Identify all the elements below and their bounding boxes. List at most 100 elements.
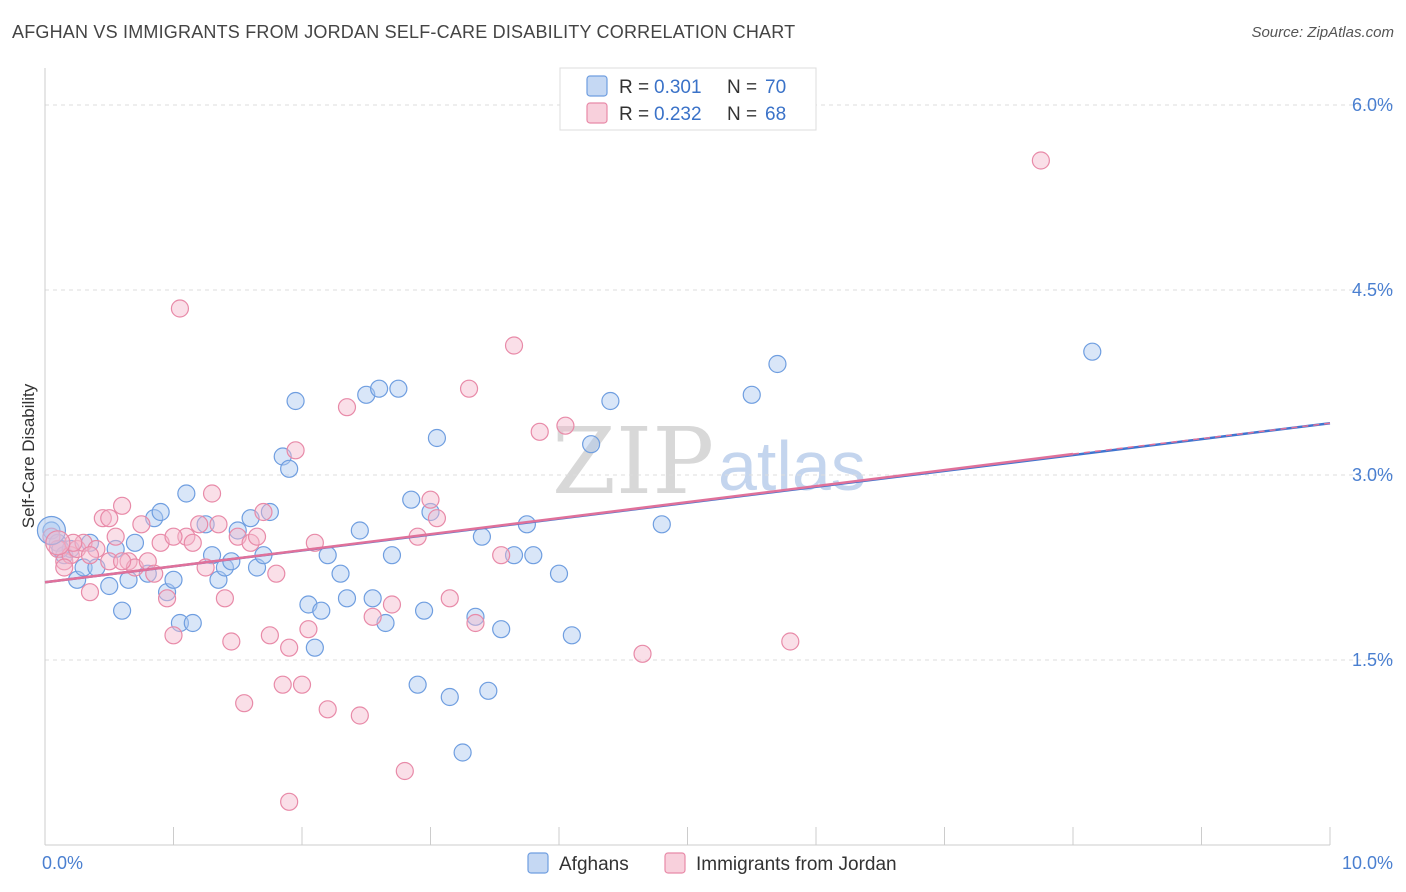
- afghan-point-43: [370, 379, 389, 398]
- jordan-cluster-point: [45, 530, 71, 556]
- gridlines: [45, 104, 1393, 661]
- jordan-point-14: [132, 515, 151, 534]
- jordan-n-label: N =: [727, 104, 757, 125]
- y-tick-label-2: 4.5%: [1352, 280, 1393, 300]
- afghan-point-12: [125, 533, 145, 552]
- afghan-point-65: [652, 515, 671, 534]
- jordan-point-65: [80, 546, 100, 565]
- jordan-point-49: [421, 490, 440, 509]
- jordan-point-39: [292, 675, 312, 694]
- watermark-zip: ZIP: [552, 408, 714, 515]
- jordan-point-20: [170, 299, 190, 318]
- jordan-point-36: [273, 675, 292, 694]
- jordan-point-50: [427, 509, 447, 528]
- jordan-point-34: [260, 626, 279, 645]
- y-tick-label-1: 3.0%: [1352, 465, 1393, 485]
- x-tick-label-max: 10.0%: [1342, 853, 1393, 873]
- afghans-n-label: N =: [727, 77, 757, 98]
- jordan-point-19: [164, 626, 183, 645]
- jordan-point-46: [382, 595, 402, 614]
- x-tick-label-min: 0.0%: [42, 853, 83, 873]
- jordan-point-27: [215, 589, 234, 608]
- afghans-legend-swatch: [586, 75, 608, 97]
- stats-legend: R = 0.301 N = 70 R = 0.232 N = 68: [559, 67, 817, 131]
- jordan-point-53: [466, 613, 485, 633]
- data-points: [36, 151, 1102, 811]
- afghan-point-8: [100, 576, 119, 596]
- afghan-point-46: [389, 379, 408, 398]
- afghan-point-33: [286, 391, 305, 411]
- afghan-point-51: [427, 428, 447, 448]
- afghan-point-17: [164, 570, 183, 589]
- jordan-point-26: [209, 515, 228, 534]
- afghan-point-10: [112, 601, 132, 620]
- afghan-point-39: [337, 589, 357, 608]
- jordan-point-10: [106, 527, 125, 546]
- jordan-point-6: [80, 583, 100, 602]
- afghan-point-30: [260, 502, 279, 522]
- jordan-point-51: [440, 589, 459, 608]
- jordan-point-52: [459, 379, 479, 398]
- jordan-point-37: [280, 638, 299, 657]
- y-axis-title: Self-Care Disability: [19, 383, 38, 528]
- jordan-point-43: [337, 398, 357, 417]
- watermark-atlas: atlas: [718, 427, 866, 505]
- series-legend: Afghans Immigrants from Jordan: [527, 852, 897, 875]
- afghans-series-label: Afghans: [559, 854, 629, 875]
- jordan-point-61: [55, 558, 74, 577]
- jordan-point-33: [254, 502, 273, 522]
- jordan-point-30: [235, 694, 254, 713]
- afghan-point-64: [601, 391, 620, 411]
- jordan-point-66: [164, 527, 183, 546]
- jordan-point-64: [100, 552, 119, 571]
- jordan-point-44: [350, 706, 369, 725]
- jordan-point-42: [318, 700, 337, 719]
- afghan-point-21: [196, 515, 215, 534]
- y-tick-label-0: 1.5%: [1352, 650, 1393, 670]
- afghan-point-57: [492, 620, 511, 639]
- afghan-point-32: [280, 459, 299, 478]
- chart-title: AFGHAN VS IMMIGRANTS FROM JORDAN SELF-CA…: [12, 22, 796, 42]
- y-tick-label-3: 6.0%: [1352, 95, 1393, 115]
- jordan-point-32: [247, 527, 267, 546]
- afghan-point-66: [742, 385, 761, 404]
- jordan-point-25: [202, 484, 222, 503]
- afghan-point-42: [363, 589, 382, 608]
- jordan-point-59: [781, 632, 800, 651]
- afghan-point-40: [350, 521, 369, 540]
- jordan-point-11: [112, 496, 132, 515]
- afghan-point-26: [228, 521, 247, 540]
- afghan-point-62: [562, 626, 581, 645]
- afghan-point-63: [582, 435, 601, 454]
- jordan-point-9: [100, 509, 119, 528]
- jordan-n-value: 68: [765, 104, 786, 125]
- afghan-point-20: [183, 613, 202, 633]
- jordan-legend-swatch: [586, 102, 608, 124]
- jordan-point-58: [633, 644, 652, 663]
- jordan-trend-line: [44, 452, 1074, 584]
- afghan-point-38: [331, 564, 350, 583]
- jordan-point-18: [157, 589, 177, 608]
- afghan-point-52: [440, 687, 459, 707]
- jordan-series-swatch: [664, 852, 686, 874]
- jordan-point-22: [183, 533, 202, 552]
- source-credit: Source: ZipAtlas.com: [1251, 24, 1394, 41]
- afghans-r-value: 0.301: [654, 77, 702, 98]
- axes: [44, 68, 1331, 846]
- jordan-point-35: [267, 564, 286, 583]
- afghans-r-label: R =: [619, 77, 649, 98]
- jordan-r-value: 0.232: [654, 104, 702, 125]
- afghan-point-48: [408, 675, 427, 694]
- y-tick-labels: 1.5% 3.0% 4.5% 6.0%: [1352, 95, 1393, 670]
- jordan-r-label: R =: [619, 104, 649, 125]
- afghan-point-19: [177, 484, 196, 503]
- jordan-series-label: Immigrants from Jordan: [696, 854, 897, 875]
- afghan-point-56: [479, 681, 498, 700]
- afghan-point-36: [312, 601, 331, 620]
- afghan-point-61: [549, 564, 569, 583]
- trend-lines: [44, 421, 1331, 584]
- afghan-point-67: [768, 354, 787, 374]
- afghan-point-55: [472, 527, 491, 546]
- afghan-point-25: [222, 552, 241, 571]
